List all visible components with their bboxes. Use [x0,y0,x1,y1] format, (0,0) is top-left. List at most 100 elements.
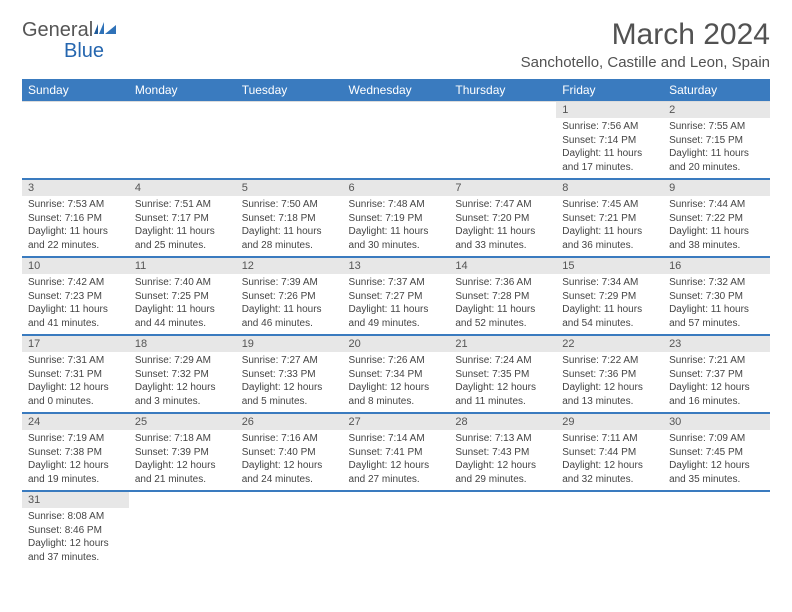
day-number-cell: 14 [449,257,556,274]
day-details-cell [129,118,236,179]
day-details-cell [236,508,343,568]
daylight-text: Daylight: 11 hours [455,225,550,239]
day-number-cell: 30 [663,413,770,430]
sunset-text: Sunset: 7:37 PM [669,368,764,382]
weekday-header-row: Sunday Monday Tuesday Wednesday Thursday… [22,79,770,102]
daylight-text: Daylight: 12 hours [135,459,230,473]
sunset-text: Sunset: 7:45 PM [669,446,764,460]
daylight-text: and 24 minutes. [242,473,337,487]
sunset-text: Sunset: 7:44 PM [562,446,657,460]
flag-icon [94,22,116,41]
day-details-cell: Sunrise: 7:31 AMSunset: 7:31 PMDaylight:… [22,352,129,413]
daylight-text: Daylight: 12 hours [349,459,444,473]
day-details-cell: Sunrise: 7:19 AMSunset: 7:38 PMDaylight:… [22,430,129,491]
sunrise-text: Sunrise: 7:24 AM [455,354,550,368]
day-number-cell [449,102,556,119]
sunset-text: Sunset: 7:20 PM [455,212,550,226]
day-number-cell: 5 [236,179,343,196]
day-details-cell [449,508,556,568]
daylight-text: and 46 minutes. [242,317,337,331]
sunrise-text: Sunrise: 7:19 AM [28,432,123,446]
day-number-cell: 7 [449,179,556,196]
sunrise-text: Sunrise: 7:16 AM [242,432,337,446]
sunrise-text: Sunrise: 7:42 AM [28,276,123,290]
daylight-text: and 57 minutes. [669,317,764,331]
sunrise-text: Sunrise: 7:11 AM [562,432,657,446]
day-details-cell: Sunrise: 7:39 AMSunset: 7:26 PMDaylight:… [236,274,343,335]
day-number-row: 10111213141516 [22,257,770,274]
sunset-text: Sunset: 7:17 PM [135,212,230,226]
daylight-text: Daylight: 11 hours [349,225,444,239]
sunset-text: Sunset: 7:14 PM [562,134,657,148]
day-details-cell: Sunrise: 7:45 AMSunset: 7:21 PMDaylight:… [556,196,663,257]
day-details-cell: Sunrise: 7:36 AMSunset: 7:28 PMDaylight:… [449,274,556,335]
daylight-text: and 17 minutes. [562,161,657,175]
day-number-cell: 11 [129,257,236,274]
day-details-cell [22,118,129,179]
day-details-cell [343,118,450,179]
daylight-text: Daylight: 12 hours [562,459,657,473]
sunset-text: Sunset: 7:31 PM [28,368,123,382]
daylight-text: Daylight: 11 hours [562,147,657,161]
daylight-text: Daylight: 12 hours [349,381,444,395]
day-details-cell: Sunrise: 7:55 AMSunset: 7:15 PMDaylight:… [663,118,770,179]
calendar-table: Sunday Monday Tuesday Wednesday Thursday… [22,79,770,568]
daylight-text: Daylight: 12 hours [135,381,230,395]
day-details-cell: Sunrise: 7:14 AMSunset: 7:41 PMDaylight:… [343,430,450,491]
brand-name-gray: General [22,19,93,41]
sunset-text: Sunset: 7:22 PM [669,212,764,226]
sunset-text: Sunset: 7:28 PM [455,290,550,304]
day-number-row: 3456789 [22,179,770,196]
day-number-cell [129,491,236,508]
daylight-text: Daylight: 12 hours [669,381,764,395]
sunrise-text: Sunrise: 7:40 AM [135,276,230,290]
sunrise-text: Sunrise: 7:21 AM [669,354,764,368]
sunset-text: Sunset: 7:21 PM [562,212,657,226]
daylight-text: and 8 minutes. [349,395,444,409]
daylight-text: and 33 minutes. [455,239,550,253]
sunrise-text: Sunrise: 7:55 AM [669,120,764,134]
day-number-cell [556,491,663,508]
sunrise-text: Sunrise: 7:09 AM [669,432,764,446]
daylight-text: and 44 minutes. [135,317,230,331]
day-details-cell: Sunrise: 7:42 AMSunset: 7:23 PMDaylight:… [22,274,129,335]
day-details-cell: Sunrise: 7:50 AMSunset: 7:18 PMDaylight:… [236,196,343,257]
sunrise-text: Sunrise: 7:31 AM [28,354,123,368]
sunrise-text: Sunrise: 7:37 AM [349,276,444,290]
daylight-text: and 52 minutes. [455,317,550,331]
daylight-text: Daylight: 12 hours [242,381,337,395]
day-details-row: Sunrise: 7:31 AMSunset: 7:31 PM Daylight:… [22,352,770,413]
day-number-cell [236,491,343,508]
day-details-cell: Sunrise: 7:53 AMSunset: 7:16 PMDaylight:… [22,196,129,257]
daylight-text: Daylight: 11 hours [562,303,657,317]
day-number-cell: 24 [22,413,129,430]
day-number-cell: 19 [236,335,343,352]
day-details-cell [129,508,236,568]
day-number-cell: 29 [556,413,663,430]
sunset-text: Sunset: 7:23 PM [28,290,123,304]
daylight-text: Daylight: 11 hours [28,225,123,239]
daylight-text: and 35 minutes. [669,473,764,487]
sunset-text: Sunset: 7:25 PM [135,290,230,304]
day-number-cell: 21 [449,335,556,352]
day-number-cell: 20 [343,335,450,352]
day-number-cell: 31 [22,491,129,508]
day-details-cell: Sunrise: 7:18 AMSunset: 7:39 PMDaylight:… [129,430,236,491]
daylight-text: Daylight: 11 hours [135,303,230,317]
day-number-cell: 15 [556,257,663,274]
day-details-cell: Sunrise: 7:11 AMSunset: 7:44 PMDaylight:… [556,430,663,491]
sunset-text: Sunset: 7:34 PM [349,368,444,382]
daylight-text: and 11 minutes. [455,395,550,409]
day-details-cell: Sunrise: 7:47 AMSunset: 7:20 PMDaylight:… [449,196,556,257]
sunrise-text: Sunrise: 7:26 AM [349,354,444,368]
day-details-cell [556,508,663,568]
daylight-text: Daylight: 12 hours [455,459,550,473]
daylight-text: and 30 minutes. [349,239,444,253]
sunrise-text: Sunrise: 7:53 AM [28,198,123,212]
day-details-cell: Sunrise: 7:16 AMSunset: 7:40 PMDaylight:… [236,430,343,491]
sunset-text: Sunset: 7:32 PM [135,368,230,382]
daylight-text: Daylight: 11 hours [562,225,657,239]
day-details-cell [343,508,450,568]
day-number-cell: 2 [663,102,770,119]
day-details-cell [449,118,556,179]
